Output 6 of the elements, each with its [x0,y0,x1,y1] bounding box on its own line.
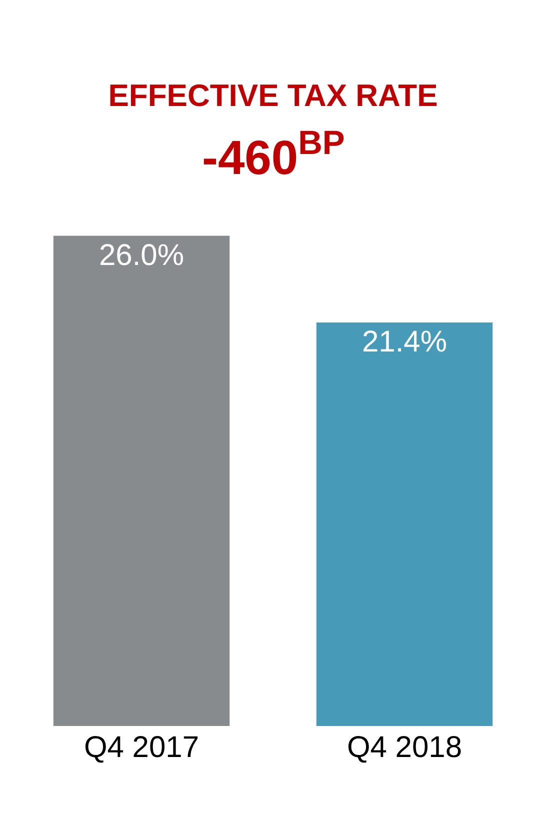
x-tick-label: Q4 2018 [346,731,462,764]
data-label: 21.4% [362,326,448,359]
chart-subtitle: -460$^{BP}$ [202,125,345,186]
data-label: 26.0% [98,238,184,272]
chart-title: EFFECTIVE TAX RATE [108,78,438,113]
x-tick-label: Q4 2017 [84,731,200,764]
